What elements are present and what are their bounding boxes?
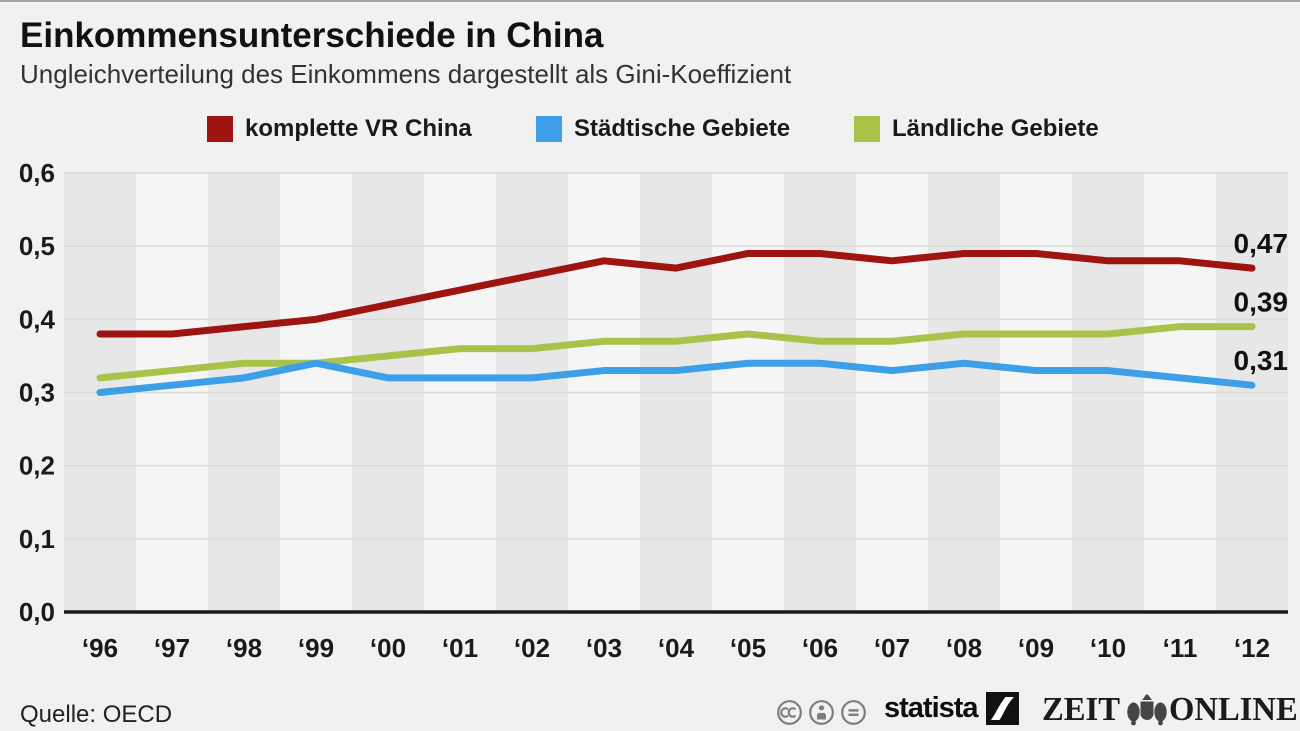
x-tick-label: ‘05 [730,633,766,663]
legend-label-rural: Ländliche Gebiete [892,115,1099,142]
y-tick-label: 0,5 [19,231,55,261]
series-end-label: 0,47 [1234,228,1289,259]
x-tick-label: ‘98 [226,633,262,663]
cc-icon[interactable] [776,699,803,726]
y-tick-label: 0,3 [19,378,55,408]
x-tick-label: ‘99 [298,633,334,663]
y-tick-label: 0,0 [19,597,55,627]
x-tick-label: ‘01 [442,633,478,663]
statista-logo[interactable]: statista [884,692,1019,725]
y-tick-label: 0,1 [19,524,55,554]
bremen-crest-icon [1127,694,1167,726]
y-tick-label: 0,4 [19,304,56,334]
legend-item-urban: Städtische Gebiete [536,114,790,144]
chart-title: Einkommensunterschiede in China [20,16,604,55]
x-tick-label: ‘09 [1018,633,1054,663]
x-tick-label: ‘10 [1090,633,1126,663]
online-wordmark: ONLINE [1169,691,1299,728]
legend-label-urban: Städtische Gebiete [574,115,791,142]
y-tick-label: 0,6 [19,158,55,188]
statista-square-icon [985,692,1019,725]
x-tick-label: ‘96 [82,633,118,663]
legend-label-total: komplette VR China [245,115,472,142]
y-tick-label: 0,2 [19,451,55,481]
series-line [96,323,1256,382]
x-tick-label: ‘07 [874,633,910,663]
legend-swatch-total [207,116,233,142]
x-tick-label: ‘12 [1234,633,1270,663]
top-border [0,0,1300,2]
x-tick-label: ‘08 [946,633,982,663]
x-tick-label: ‘97 [154,633,190,663]
legend-item-total: komplette VR China [207,114,472,144]
x-tick-label: ‘04 [658,633,695,663]
cc-nd-icon[interactable] [840,699,867,726]
series-end-label: 0,39 [1234,287,1289,318]
zeit-wordmark: ZEIT [1042,691,1121,728]
zeit-online-logo[interactable]: ZEIT ONLINE [1042,691,1300,729]
legend-item-rural: Ländliche Gebiete [854,114,1099,144]
x-tick-label: ‘06 [802,633,838,663]
x-tick-label: ‘02 [514,633,550,663]
chart-subtitle: Ungleichverteilung des Einkommens darges… [20,59,792,89]
legend-swatch-urban [536,116,562,142]
source-text: Quelle: OECD [20,701,173,728]
x-tick-label: ‘11 [1163,633,1198,663]
cc-by-icon[interactable] [808,699,835,726]
series-line [96,249,1256,338]
legend-swatch-rural [854,116,880,142]
cc-license-badges[interactable] [776,699,867,726]
x-tick-label: ‘03 [586,633,622,663]
statista-wordmark: statista [884,692,979,724]
series-end-label: 0,31 [1234,345,1289,376]
series-line [96,359,1256,396]
x-tick-label: ‘00 [370,633,406,663]
